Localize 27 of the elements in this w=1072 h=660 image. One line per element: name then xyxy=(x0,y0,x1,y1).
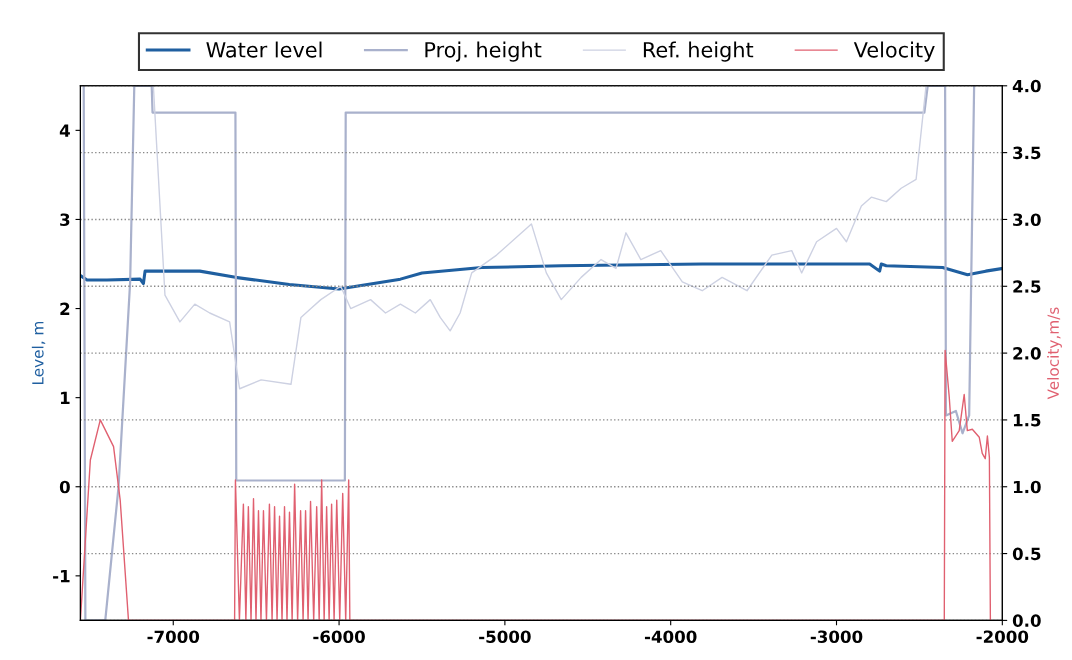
legend-label: Ref. height xyxy=(643,41,754,62)
y-tick-label: -1 xyxy=(53,570,70,583)
x-tick-label: -2000 xyxy=(976,630,1029,644)
y2-tick-label: 4.0 xyxy=(1012,79,1041,93)
x-tick-label: -3000 xyxy=(810,630,863,644)
y2-tick-label: 1.5 xyxy=(1013,414,1041,427)
y-tick-label: 2 xyxy=(60,302,70,315)
x-tick-label: -4000 xyxy=(644,630,697,644)
y-tick-label: 4 xyxy=(59,124,70,137)
y-tick-label: 3 xyxy=(60,213,70,227)
y2-tick-label: 0.5 xyxy=(1012,547,1041,561)
legend-label: Velocity xyxy=(853,41,935,62)
y2-tick-label: 3.5 xyxy=(1013,146,1041,160)
y2-tick-label: 1.0 xyxy=(1013,480,1041,494)
x-tick-label: -5000 xyxy=(479,630,531,644)
legend-label: Water level xyxy=(206,41,322,58)
y-axis-title: Level, m xyxy=(31,321,46,385)
legend-label: Proj. height xyxy=(425,41,542,62)
y2-tick-label: 3.0 xyxy=(1013,213,1041,227)
y2-tick-label: 0.0 xyxy=(1012,614,1041,627)
y2-tick-label: 2.0 xyxy=(1013,347,1041,360)
y2-tick-label: 2.5 xyxy=(1013,280,1041,293)
y2-axis-title: Velocity,m/s xyxy=(1047,307,1062,400)
x-tick-label: -6000 xyxy=(313,630,365,644)
x-tick-label: -7000 xyxy=(147,630,200,644)
y-tick-label: 1 xyxy=(60,391,70,404)
y-tick-label: 0 xyxy=(59,480,70,494)
